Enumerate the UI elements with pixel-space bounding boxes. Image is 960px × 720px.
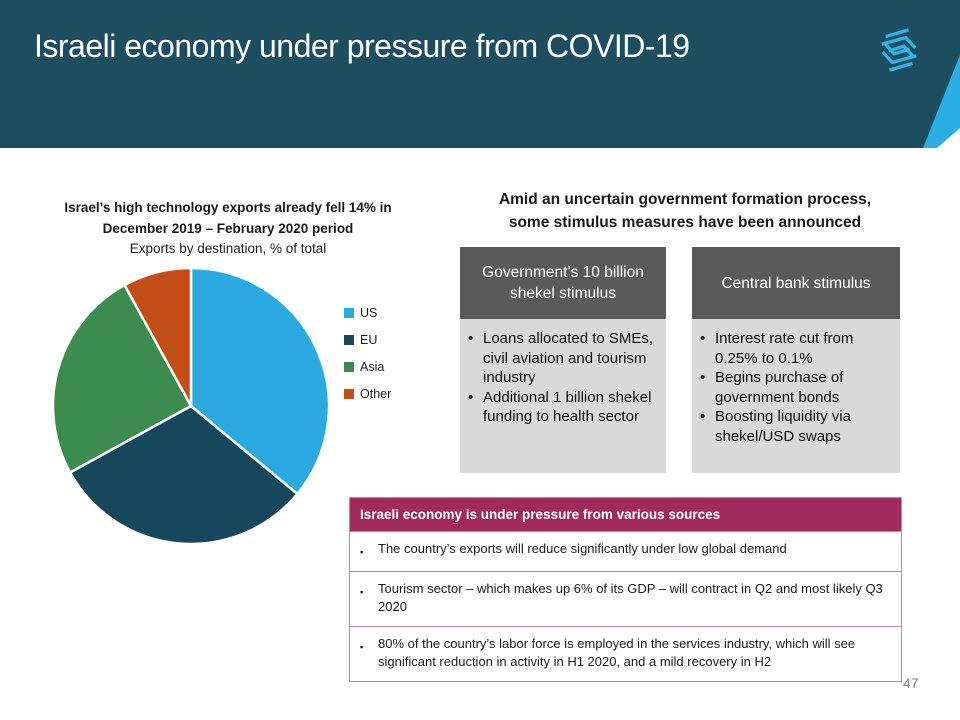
list-item-text: Boosting liquidity via shekel/USD swaps bbox=[715, 408, 851, 445]
table-row: ▪ 80% of the country’s labor force is em… bbox=[350, 626, 901, 681]
pie-slice-eu bbox=[68, 404, 299, 546]
stimulus-heading-line1: Amid an uncertain government formation p… bbox=[498, 191, 872, 208]
list-item: • Boosting liquidity via shekel/USD swap… bbox=[700, 407, 892, 446]
list-item: • Additional 1 billion shekel funding to… bbox=[468, 388, 658, 427]
legend-item-asia: Asia bbox=[344, 360, 391, 374]
bullet-marker: • bbox=[468, 330, 474, 347]
bullet-marker: • bbox=[700, 369, 706, 386]
square-bullet-marker: ▪ bbox=[360, 587, 364, 597]
logo-icon bbox=[881, 28, 917, 72]
pie-slice-us bbox=[189, 266, 331, 496]
slide-header: Israeli economy under pressure from COVI… bbox=[0, 0, 960, 148]
bullet-marker: • bbox=[700, 408, 706, 425]
list-item-text: Loans allocated to SMEs, civil aviation … bbox=[483, 330, 654, 386]
legend-item-us: US bbox=[344, 306, 391, 320]
central-bank-stimulus-box-title: Central bank stimulus bbox=[692, 247, 900, 319]
legend-label-eu: EU bbox=[360, 333, 378, 347]
list-item-text: Begins purchase of government bonds bbox=[715, 369, 844, 406]
pressure-table-header: Israeli economy is under pressure from v… bbox=[350, 498, 901, 531]
government-stimulus-box: Government’s 10 billion shekel stimulus … bbox=[460, 247, 666, 473]
table-row: ▪ Tourism sector – which makes up 6% of … bbox=[350, 571, 901, 626]
chart-legend: US EU Asia Other bbox=[344, 306, 391, 414]
stimulus-heading: Amid an uncertain government formation p… bbox=[455, 188, 915, 234]
pie-chart bbox=[51, 266, 331, 546]
table-row-text: Tourism sector – which makes up 6% of it… bbox=[378, 581, 883, 614]
chart-title-line1: Israel’s high technology exports already… bbox=[64, 200, 392, 215]
legend-label-other: Other bbox=[360, 387, 392, 401]
list-item: • Loans allocated to SMEs, civil aviatio… bbox=[468, 329, 658, 388]
slide-title: Israeli economy under pressure from COVI… bbox=[34, 28, 690, 64]
chart-subtitle: Exports by destination, % of total bbox=[129, 241, 327, 256]
pressure-table: Israeli economy is under pressure from v… bbox=[349, 497, 902, 682]
square-bullet-marker: ▪ bbox=[360, 642, 364, 652]
table-row: ▪ The country’s exports will reduce sign… bbox=[350, 531, 901, 571]
legend-swatch-us bbox=[344, 308, 354, 318]
table-row-text: 80% of the country’s labor force is empl… bbox=[378, 636, 856, 669]
bullet-marker: • bbox=[700, 330, 706, 347]
legend-swatch-asia bbox=[344, 362, 354, 372]
legend-label-asia: Asia bbox=[360, 360, 385, 374]
list-item-text: Interest rate cut from 0.25% to 0.1% bbox=[715, 330, 854, 367]
legend-swatch-eu bbox=[344, 335, 354, 345]
page-number: 47 bbox=[903, 675, 919, 691]
square-bullet-marker: ▪ bbox=[360, 547, 364, 557]
pie-slice-asia bbox=[51, 283, 193, 474]
table-row-text: The country’s exports will reduce signif… bbox=[378, 541, 787, 556]
legend-label-us: US bbox=[360, 306, 378, 320]
central-bank-stimulus-box-body: • Interest rate cut from 0.25% to 0.1% •… bbox=[692, 319, 900, 473]
list-item-text: Additional 1 billion shekel funding to h… bbox=[483, 388, 652, 426]
chart-title-line2: December 2019 – February 2020 period bbox=[102, 221, 354, 236]
central-bank-stimulus-box: Central bank stimulus • Interest rate cu… bbox=[692, 247, 900, 473]
list-item: • Interest rate cut from 0.25% to 0.1% bbox=[700, 329, 892, 368]
legend-swatch-other bbox=[344, 389, 354, 399]
bullet-marker: • bbox=[468, 388, 474, 406]
legend-item-eu: EU bbox=[344, 333, 391, 347]
government-stimulus-box-title: Government’s 10 billion shekel stimulus bbox=[460, 247, 666, 319]
legend-item-other: Other bbox=[344, 387, 391, 401]
chart-title-block: Israel’s high technology exports already… bbox=[30, 197, 426, 259]
government-stimulus-box-body: • Loans allocated to SMEs, civil aviatio… bbox=[460, 319, 666, 473]
list-item: • Begins purchase of government bonds bbox=[700, 368, 892, 407]
header-corner-decoration bbox=[923, 55, 960, 148]
pie-slice-other bbox=[123, 266, 193, 408]
stimulus-heading-line2: some stimulus measures have been announc… bbox=[508, 214, 862, 231]
